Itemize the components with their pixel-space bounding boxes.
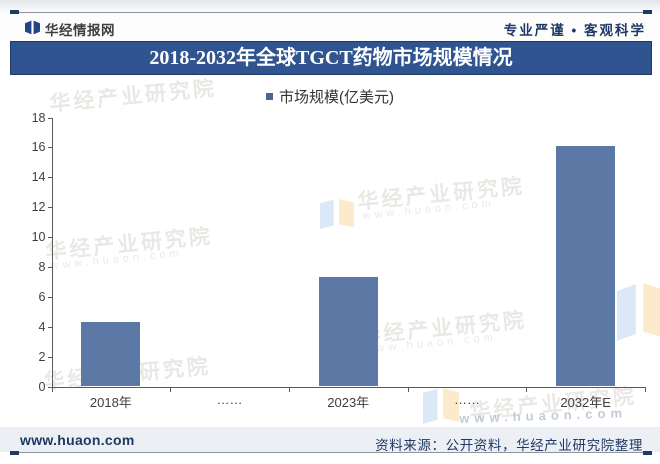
legend-label: 市场规模(亿美元) [279,89,394,106]
y-tick [47,147,52,149]
header-slogan: 专业严谨 • 客观科学 [503,23,646,38]
x-tick [645,386,646,392]
y-tick [47,386,52,388]
y-tick-label: 16 [31,140,46,155]
y-tick-label: 10 [31,230,46,245]
y-tick-label: 2 [38,349,46,364]
y-tick [47,326,52,328]
bar [318,277,378,387]
y-tick [47,117,52,119]
top-rule-right-cap [643,10,652,14]
x-tick [407,386,409,392]
y-tick-label: 0 [38,379,46,394]
x-tick [288,386,290,392]
bar [81,322,141,387]
x-category-label: …… [453,391,480,407]
footer-source-note: 资料来源：公开资料，华经产业研究院整理 [375,438,643,453]
header-band [0,14,660,41]
top-rule-left-cap [10,10,19,14]
y-tick-label: 6 [38,289,46,304]
y-tick [47,177,52,179]
brand-name: 华经情报网 [45,23,115,38]
x-axis [51,386,645,388]
x-tick [51,386,53,392]
watermark-logo-flag [617,283,660,341]
bar [556,145,616,387]
legend-marker [266,93,273,100]
footer-band [0,427,660,452]
brand-logo-icon [25,20,40,35]
top-rule [10,11,652,13]
y-tick [47,207,52,209]
watermark-logo-flag [423,388,459,424]
y-tick [47,266,52,268]
x-category-label: …… [216,391,243,407]
chart-title: 2018-2032年全球TGCT药物市场规模情况 [10,41,652,75]
top-strip [0,0,660,15]
x-category-label: 2023年 [327,394,370,410]
y-tick-label: 4 [38,319,46,334]
y-tick-label: 12 [31,200,46,215]
y-tick [47,237,52,239]
legend: 市场规模(亿美元) [0,86,660,107]
x-category-label: 2032年E [560,394,611,410]
bottom-rule-left-cap [10,450,19,455]
y-tick [47,296,52,298]
y-axis [51,117,53,388]
footer-site-url: www.huaon.com [20,432,135,448]
bottom-rule [10,452,652,453]
bottom-rule-right-cap [643,450,652,455]
watermark-logo-flag [320,199,354,229]
y-tick-label: 14 [31,170,46,185]
x-tick [526,386,528,392]
x-tick [170,386,172,392]
y-tick-label: 18 [31,110,46,125]
x-category-label: 2018年 [89,394,132,410]
y-tick-label: 8 [38,259,46,274]
y-tick [47,356,52,358]
